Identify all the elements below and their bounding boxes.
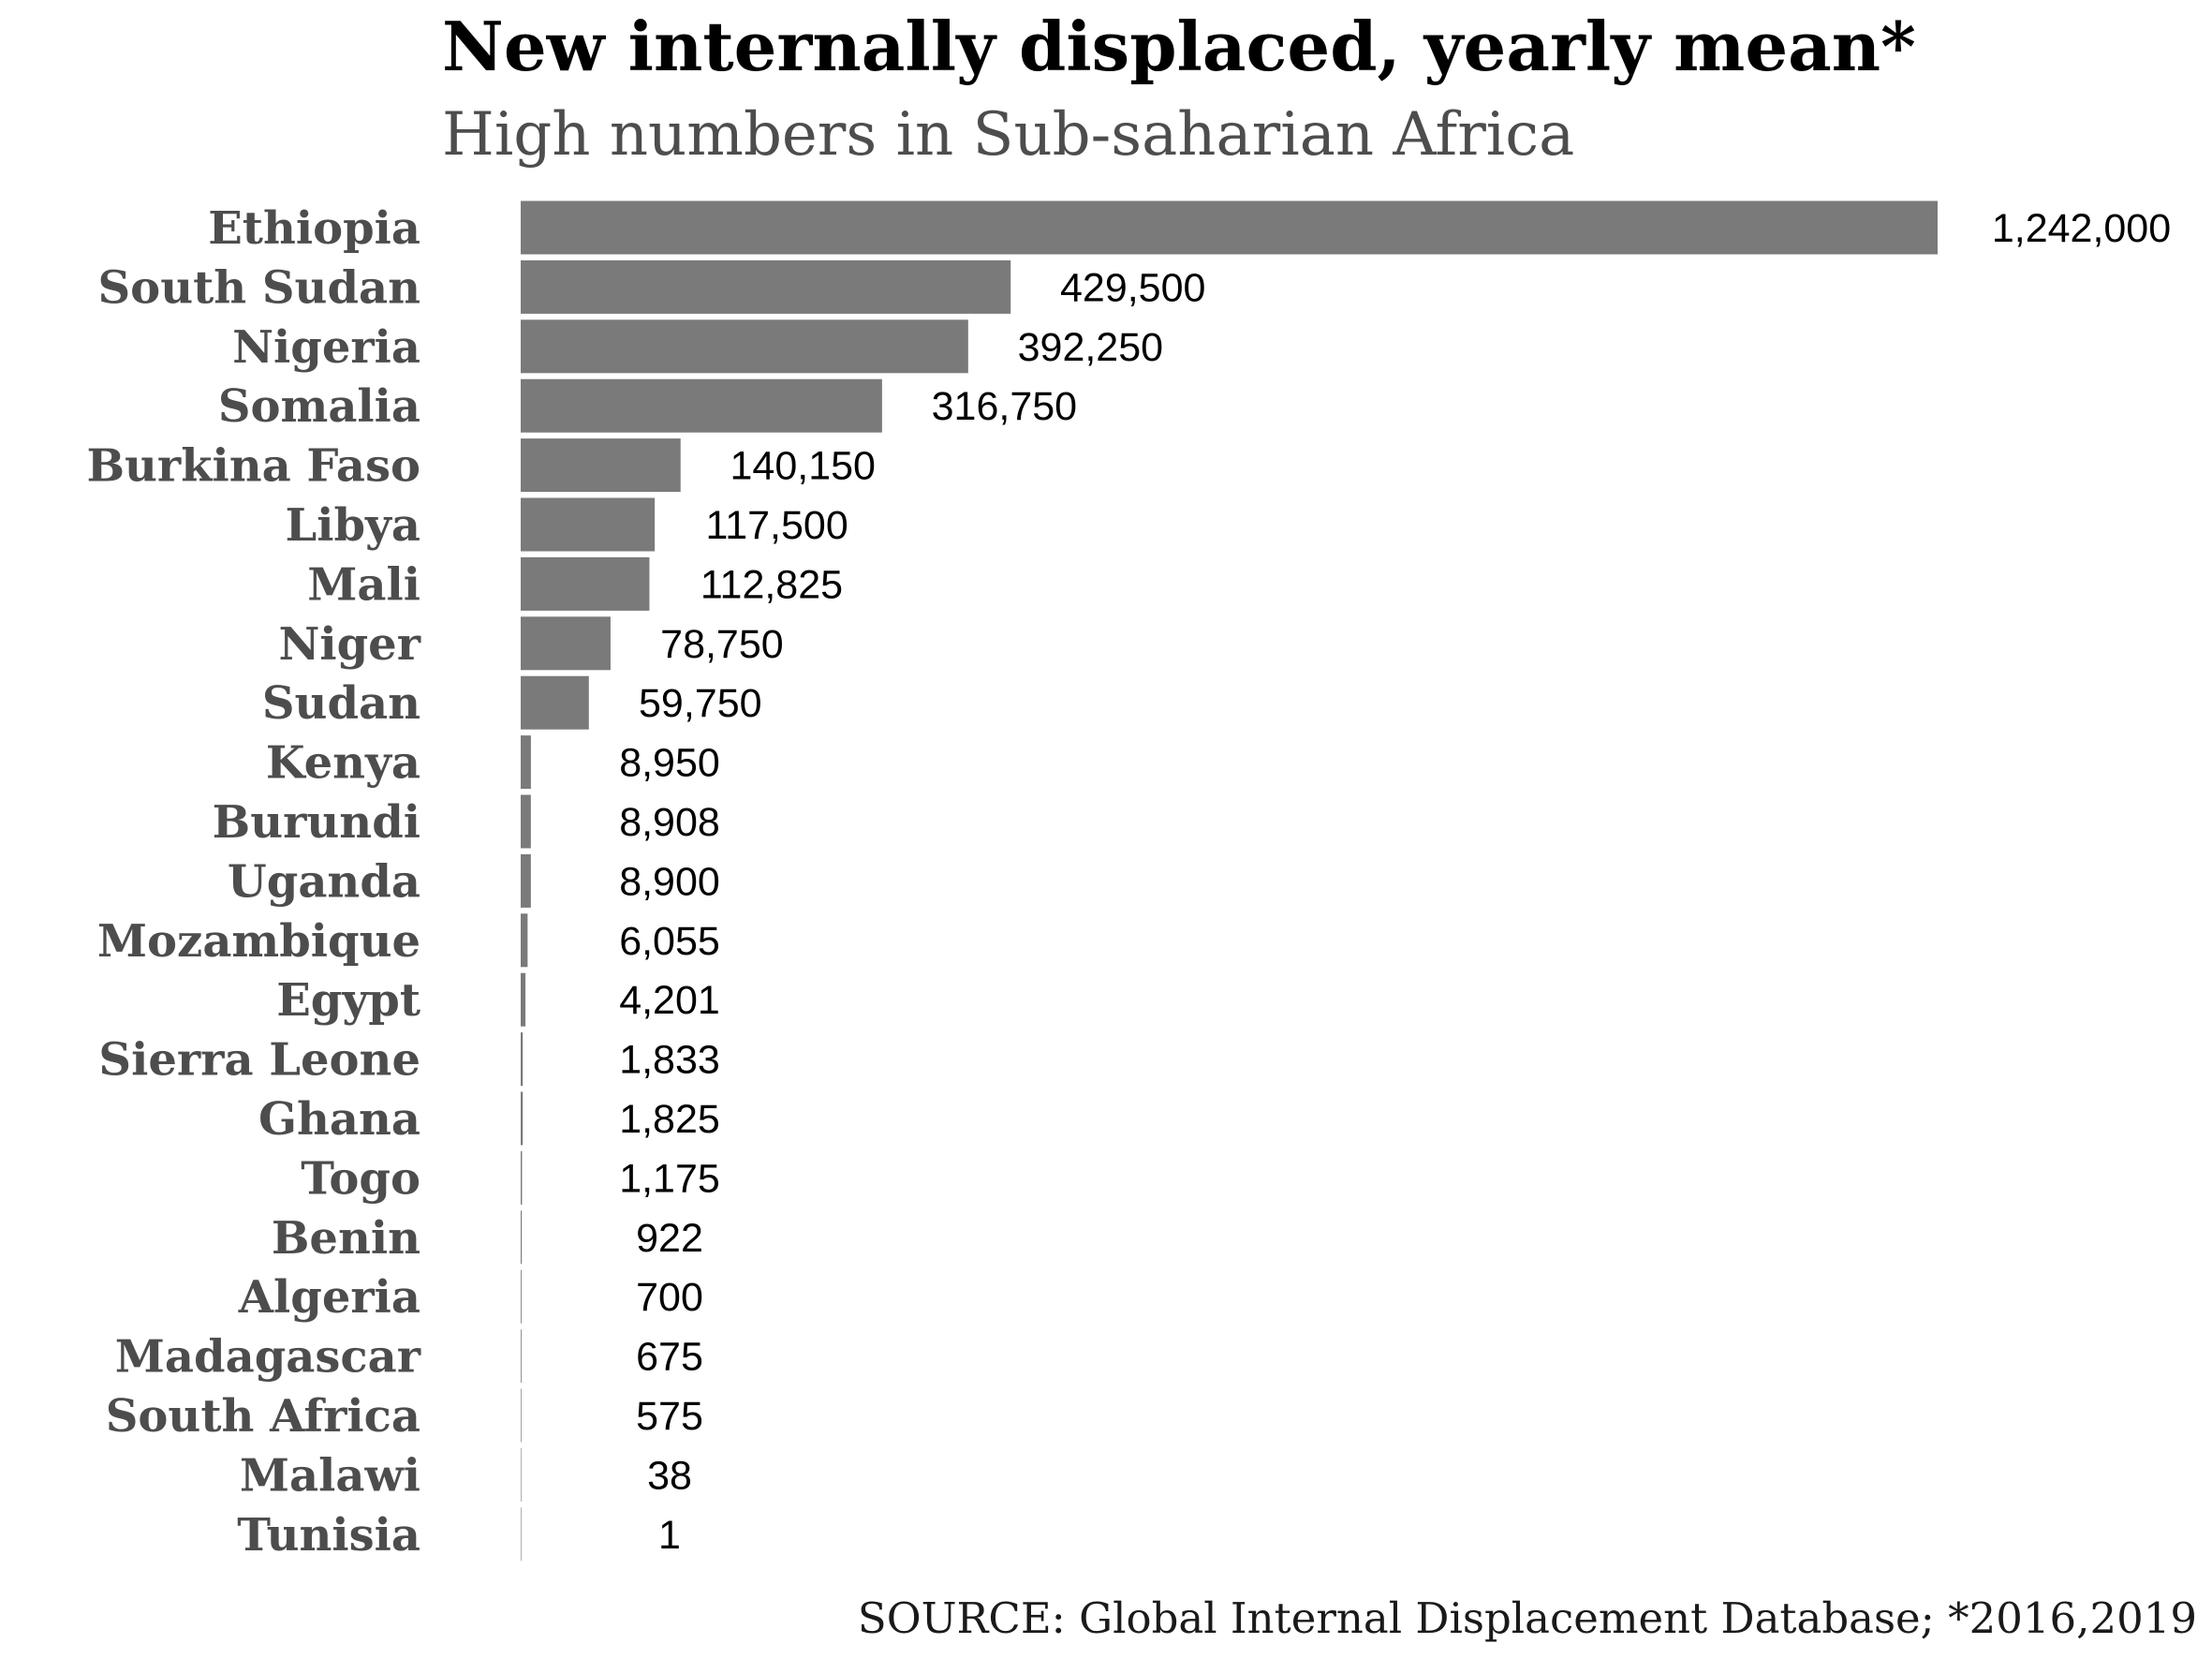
category-label: Ghana [258, 1093, 420, 1146]
bar [521, 1210, 523, 1265]
bar [521, 972, 526, 1027]
bar [521, 1150, 523, 1205]
category-label: Mali [307, 558, 420, 611]
value-label: 429,500 [1060, 265, 1205, 310]
value-label: 675 [636, 1335, 703, 1380]
category-label: Madagascar [115, 1331, 421, 1384]
category-label: Tunisia [237, 1509, 420, 1562]
value-label: 392,250 [1018, 325, 1163, 370]
bar [521, 616, 611, 671]
bar [521, 1507, 522, 1562]
value-label: 8,950 [619, 741, 720, 786]
value-label: 8,900 [619, 859, 720, 904]
category-label: South Sudan [98, 261, 420, 314]
bar [521, 1329, 522, 1384]
category-label: Niger [279, 618, 421, 671]
bar [521, 438, 681, 493]
value-label: 1,825 [619, 1097, 720, 1142]
bar [521, 556, 650, 611]
category-label: South Africa [106, 1390, 420, 1443]
chart-caption: SOURCE: Global Internal Displacement Dat… [858, 1593, 2197, 1643]
bar [521, 259, 1011, 314]
category-label: Somalia [218, 380, 420, 433]
category-label: Malawi [240, 1449, 420, 1502]
category-label: Togo [301, 1152, 420, 1205]
bar [521, 913, 528, 968]
value-label: 38 [647, 1453, 692, 1498]
category-label: Sudan [262, 677, 420, 730]
value-label: 1 [658, 1513, 681, 1558]
bar [521, 1447, 522, 1502]
chart-subtitle: High numbers in Sub-saharian Africa [442, 100, 1574, 170]
value-label: 8,908 [619, 800, 720, 845]
value-label: 4,201 [619, 978, 720, 1023]
bar [521, 1032, 524, 1087]
value-label: 6,055 [619, 919, 720, 964]
chart-title: New internally displaced, yearly mean* [442, 7, 1916, 86]
value-label: 316,750 [932, 384, 1077, 429]
category-label: Ethiopia [208, 202, 420, 255]
value-label: 1,175 [619, 1156, 720, 1201]
category-label: Burundi [213, 796, 420, 849]
bars-group: Ethiopia 1,242,000 South Sudan 429,500 Niger… [86, 200, 2171, 1562]
value-label: 700 [636, 1275, 703, 1320]
category-label: Nigeria [232, 321, 420, 374]
category-label: Algeria [238, 1271, 420, 1324]
category-label: Egypt [276, 974, 420, 1027]
value-label: 575 [636, 1394, 703, 1439]
value-label: 117,500 [706, 503, 848, 548]
category-label: Uganda [228, 855, 420, 908]
bar [521, 319, 968, 374]
value-label: 1,242,000 [1992, 206, 2171, 251]
bar [521, 497, 656, 552]
value-label: 112,825 [700, 562, 843, 607]
bar [521, 794, 531, 849]
value-label: 59,750 [639, 681, 762, 726]
category-label: Burkina Faso [86, 440, 420, 493]
category-label: Mozambique [97, 915, 420, 968]
bar [521, 1091, 524, 1146]
value-label: 1,833 [619, 1038, 720, 1083]
category-label: Benin [272, 1212, 420, 1265]
bar [521, 735, 531, 790]
category-label: Kenya [266, 737, 420, 790]
bar [521, 378, 882, 433]
bar [521, 1388, 522, 1443]
value-label: 922 [636, 1216, 703, 1261]
category-label: Sierra Leone [98, 1034, 420, 1087]
bar [521, 853, 531, 908]
bar [521, 200, 1938, 255]
value-label: 78,750 [660, 622, 784, 667]
bar [521, 675, 589, 730]
category-label: Libya [285, 499, 420, 552]
value-label: 140,150 [730, 444, 876, 489]
bar [521, 1269, 522, 1324]
